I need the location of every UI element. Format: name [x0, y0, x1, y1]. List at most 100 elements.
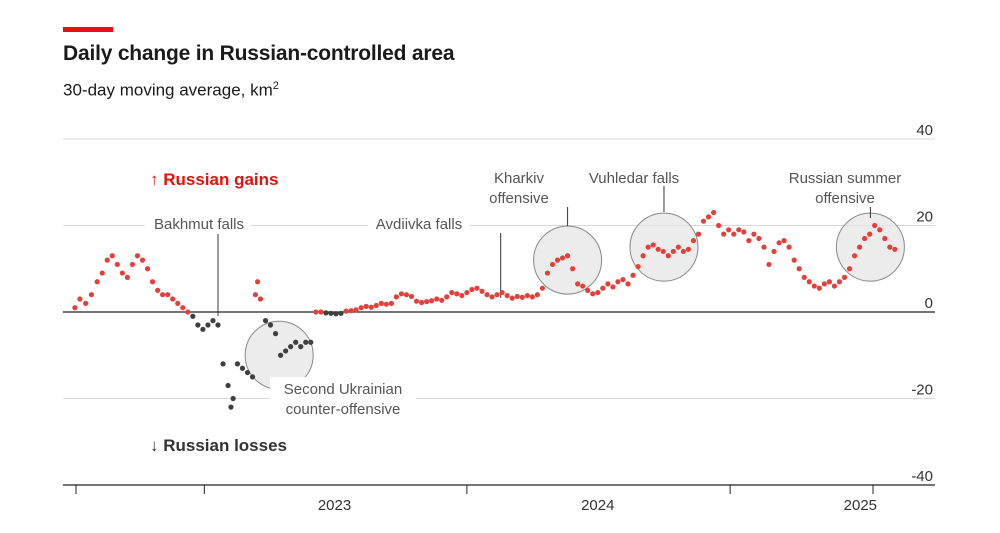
- data-point: [154, 287, 161, 293]
- data-point: [605, 281, 611, 287]
- y-tick-label: -40: [911, 468, 933, 485]
- data-point: [215, 322, 221, 328]
- y-tick-label: -20: [911, 382, 933, 399]
- data-point: [170, 296, 176, 302]
- data-point: [469, 286, 475, 293]
- data-point: [685, 246, 692, 252]
- data-point: [892, 246, 898, 252]
- russian-gains-label: ↑ Russian gains: [150, 170, 278, 189]
- data-point: [630, 272, 636, 278]
- data-point: [655, 246, 661, 252]
- data-point: [408, 293, 415, 300]
- data-point: [119, 270, 125, 276]
- data-point: [252, 292, 259, 298]
- data-point: [434, 296, 440, 302]
- data-point: [705, 214, 712, 220]
- label-backdrop: [145, 212, 251, 234]
- data-point: [670, 248, 676, 255]
- data-point: [690, 238, 697, 244]
- annotation-circle: [533, 225, 603, 295]
- data-point: [283, 348, 289, 354]
- annotation-label: Russian summer offensive: [789, 170, 902, 207]
- data-point: [851, 253, 858, 259]
- data-point: [393, 294, 399, 300]
- data-point: [590, 291, 596, 297]
- data-point: [746, 238, 752, 244]
- data-point: [185, 309, 191, 315]
- data-point: [801, 274, 807, 280]
- data-point: [635, 263, 641, 270]
- data-point: [328, 310, 334, 316]
- data-point: [731, 231, 737, 237]
- data-point: [625, 281, 631, 287]
- data-point: [711, 209, 717, 216]
- data-point: [796, 266, 802, 272]
- data-point: [444, 294, 450, 300]
- data-point: [464, 289, 470, 296]
- data-point: [449, 289, 455, 296]
- data-point: [615, 279, 621, 285]
- russian-losses-label: ↓ Russian losses: [150, 436, 287, 455]
- data-point: [479, 288, 485, 294]
- data-point: [234, 361, 241, 367]
- data-point: [313, 309, 319, 315]
- annotation-line: counter-offensive: [286, 401, 401, 418]
- annotation-line: offensive: [489, 190, 549, 207]
- data-point: [418, 299, 425, 306]
- data-point: [862, 235, 868, 242]
- data-point: [841, 274, 848, 280]
- data-points: [72, 209, 898, 410]
- data-point: [72, 305, 78, 311]
- chart-subtitle: 30-day moving average, km2: [63, 80, 279, 101]
- data-point: [165, 292, 171, 298]
- data-point: [144, 266, 151, 272]
- annotation-line: Second Ukrainian: [284, 381, 402, 398]
- data-point: [534, 292, 540, 298]
- data-point: [575, 281, 581, 287]
- data-point: [529, 294, 535, 300]
- data-point: [786, 244, 792, 250]
- data-point: [585, 287, 591, 293]
- data-point: [190, 313, 196, 319]
- data-point: [600, 285, 606, 291]
- data-point: [262, 318, 269, 324]
- data-point: [887, 244, 893, 250]
- data-point: [308, 339, 314, 345]
- data-point: [293, 339, 299, 345]
- y-tick-labels: 40 20 0 -20 -40: [911, 122, 933, 485]
- data-point: [554, 257, 561, 263]
- data-point: [484, 292, 490, 298]
- data-point: [195, 322, 201, 328]
- data-point: [383, 301, 389, 307]
- data-point: [504, 292, 510, 299]
- data-point: [665, 253, 671, 259]
- data-point: [741, 229, 747, 235]
- annotation-line: Vuhledar falls: [589, 170, 679, 187]
- data-point: [413, 298, 420, 304]
- data-point: [549, 261, 556, 268]
- annotation-line: Bakhmut falls: [154, 216, 244, 233]
- annotation-leaders: [217, 186, 871, 316]
- y-tick-label: 0: [925, 295, 933, 312]
- data-point: [459, 292, 465, 299]
- data-point: [134, 253, 141, 259]
- data-point: [363, 303, 369, 309]
- data-point: [254, 279, 261, 285]
- data-point: [806, 279, 812, 285]
- data-point: [257, 296, 264, 302]
- data-point: [509, 295, 515, 301]
- x-tick-label: 2025: [844, 497, 877, 514]
- x-tick-labels: 2023 2024 2025: [318, 497, 877, 514]
- annotation-circles: [244, 212, 905, 390]
- data-point: [867, 231, 873, 237]
- data-point: [94, 279, 100, 285]
- data-point: [640, 253, 646, 259]
- subtitle-superscript: 2: [272, 80, 279, 92]
- data-point: [726, 227, 732, 233]
- data-point: [323, 310, 329, 316]
- annotation-label: Second Ukrainian counter-offensive: [284, 381, 402, 418]
- data-point: [239, 365, 246, 371]
- data-point: [489, 294, 495, 300]
- data-point: [129, 261, 136, 268]
- data-point: [225, 382, 231, 389]
